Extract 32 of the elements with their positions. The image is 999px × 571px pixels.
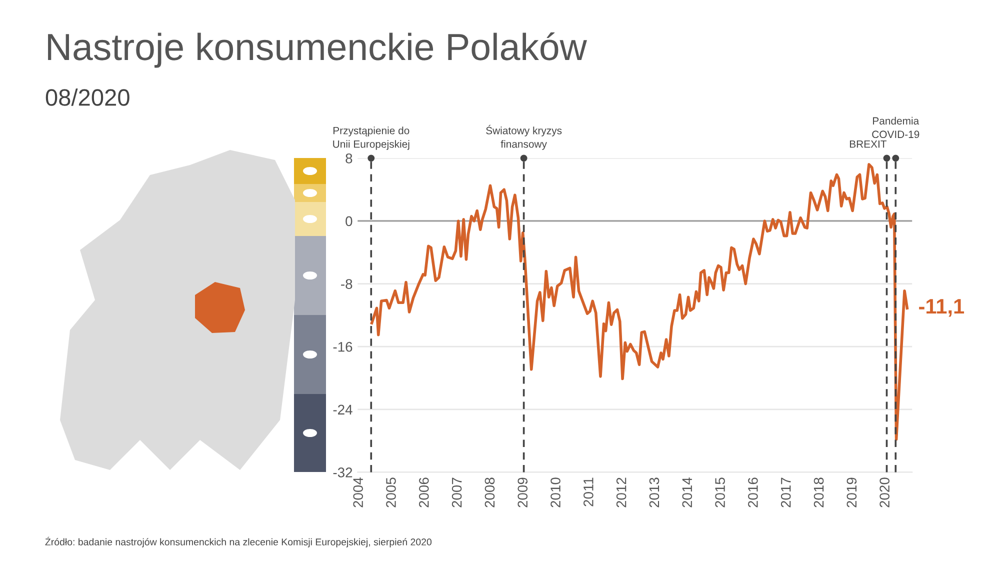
line-series bbox=[370, 163, 909, 441]
x-tick-label: 2013 bbox=[649, 478, 660, 508]
ref-line-label: Przystąpienie do Unii Europejskiej bbox=[333, 126, 410, 150]
chart-title: Nastroje konsumenckie Polaków bbox=[48, 32, 587, 68]
x-tick-label: 2004 bbox=[353, 477, 364, 508]
y-tick-label: -24 bbox=[333, 404, 352, 414]
x-tick-label: 2008 bbox=[484, 478, 495, 508]
y-tick-label: 8 bbox=[346, 154, 352, 164]
x-tick-label: 2019 bbox=[846, 478, 857, 508]
ref-line-label: Światowy kryzys finansowy bbox=[486, 124, 562, 150]
x-tick-label: 2006 bbox=[418, 478, 429, 508]
annotation: -11,1 bbox=[919, 299, 964, 317]
x-tick-label: 2014 bbox=[682, 477, 692, 508]
x-tick-label: 2017 bbox=[780, 478, 791, 508]
x-tick-label: 2016 bbox=[748, 478, 758, 508]
ref-line-label: BREXIT bbox=[850, 140, 887, 148]
y-tick-label: -32 bbox=[333, 468, 352, 478]
x-tick-label: 2007 bbox=[452, 478, 462, 508]
x-tick-label: 2012 bbox=[616, 478, 626, 508]
y-tick-label: 0 bbox=[346, 216, 352, 226]
x-tick-label: 2010 bbox=[550, 478, 560, 508]
ref-line-label: Pandemia COVID-19 bbox=[872, 116, 920, 138]
x-tick-label: 2015 bbox=[715, 478, 725, 508]
x-tick-label: 2011 bbox=[584, 478, 594, 506]
y-tick-label: -16 bbox=[333, 342, 352, 352]
x-tick-label: 2009 bbox=[518, 478, 528, 508]
y-tick-label: -8 bbox=[341, 279, 352, 289]
text: Źródło: badanie nastrojów konsumenckich na zlecenie Komisji Europejskiej, sierpień 2020 bbox=[45, 536, 432, 548]
x-tick-label: 2018 bbox=[814, 478, 824, 508]
text: 08/2020 bbox=[46, 88, 130, 106]
x-tick-label: 2020 bbox=[880, 478, 890, 508]
x-tick-label: 2005 bbox=[386, 478, 396, 508]
